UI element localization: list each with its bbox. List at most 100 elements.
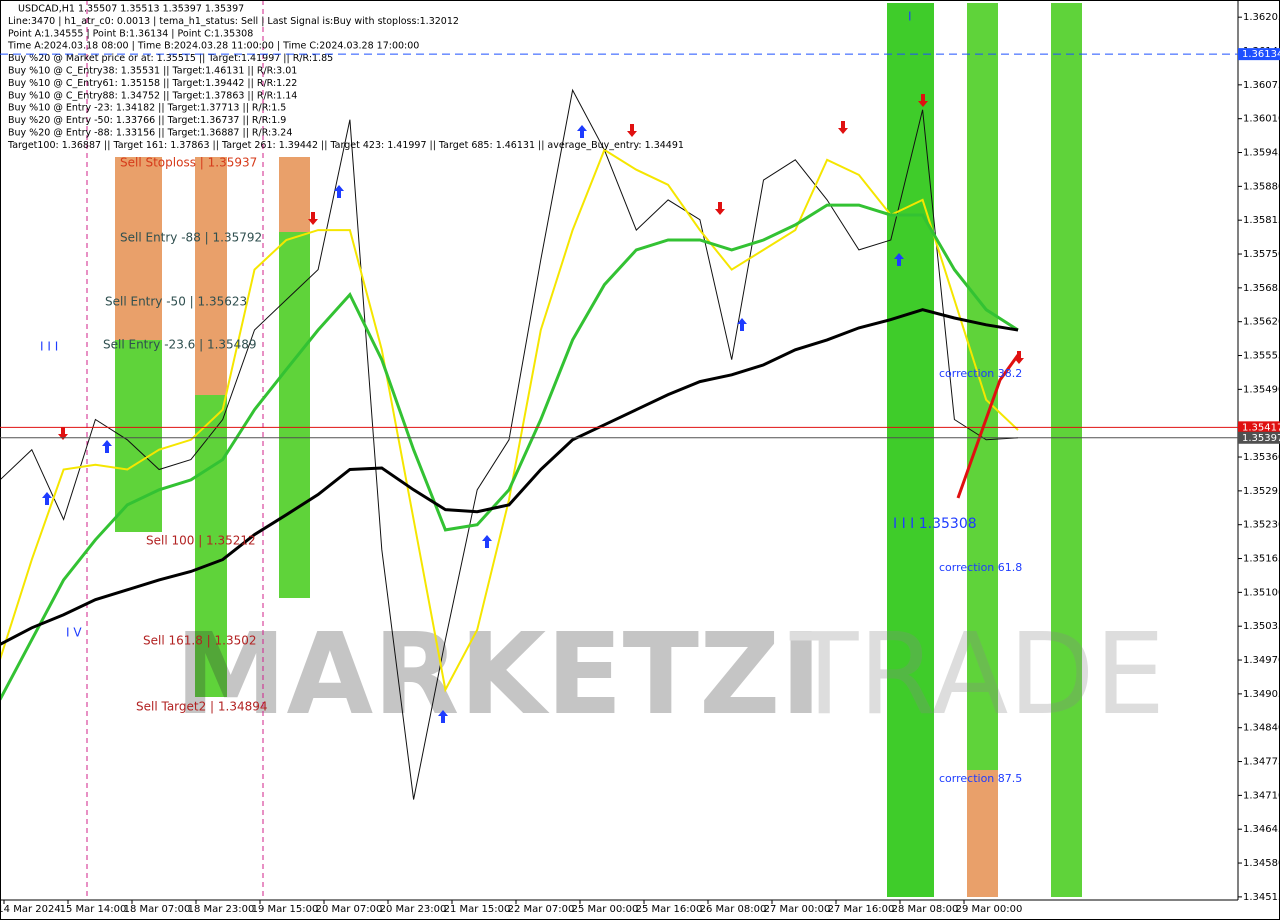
zones	[115, 3, 1082, 897]
price-tag	[1238, 48, 1280, 61]
zone	[1051, 3, 1082, 897]
x-tick-label: 19 Mar 15:00	[252, 904, 319, 915]
x-tick-label: 15 Mar 14:00	[60, 904, 127, 915]
y-tick-label: 1.34645	[1243, 824, 1280, 835]
x-tick-label: 20 Mar 07:00	[316, 904, 383, 915]
header-line: Line:3470 | h1_atr_c0: 0.0013 | tema_h1_…	[8, 16, 459, 27]
y-tick-label: 1.36010	[1243, 114, 1280, 125]
arrow	[737, 318, 747, 331]
lines	[0, 88, 1019, 800]
y-tick-label: 1.36075	[1243, 80, 1280, 91]
y-tick-label: 1.35620	[1243, 317, 1280, 328]
arrow	[42, 492, 52, 505]
annotation: Sell Target2 | 1.34894	[136, 700, 268, 714]
annotation: Sell Entry -23.6 | 1.35489	[103, 338, 257, 352]
zone	[279, 232, 310, 598]
y-tick-label: 1.35165	[1243, 554, 1280, 565]
arrow	[715, 202, 725, 215]
x-tick-label: 27 Mar 00:00	[764, 904, 831, 915]
buy-arrows	[42, 125, 904, 723]
watermark: MARKETZI TRADE	[175, 610, 1165, 740]
arrow	[438, 710, 448, 723]
y-tick-label: 1.34840	[1243, 723, 1280, 734]
annotation: Sell Entry -50 | 1.35623	[105, 295, 247, 309]
annotation: I V	[66, 626, 82, 640]
annotation: Sell Entry -88 | 1.35792	[120, 231, 262, 245]
x-tick-label: 18 Mar 07:00	[124, 904, 191, 915]
arrow	[838, 121, 848, 134]
header-info: USDCAD,H1 1.35507 1.35513 1.35397 1.3539…	[7, 4, 684, 151]
y-tick-label: 1.34775	[1243, 757, 1280, 768]
arrow	[308, 212, 318, 225]
arrow	[1014, 351, 1024, 364]
y-tick-label: 1.35360	[1243, 452, 1280, 463]
y-tick-label: 1.35945	[1243, 148, 1280, 159]
arrow	[334, 185, 344, 198]
x-tick-label: 27 Mar 16:00	[828, 904, 895, 915]
header-line: Target100: 1.36887 || Target 161: 1.3786…	[7, 140, 684, 151]
arrow	[58, 427, 68, 440]
arrow	[894, 253, 904, 266]
zone	[279, 157, 310, 232]
price-tag-label: 1.36134	[1242, 49, 1280, 60]
y-tick-label: 1.35490	[1243, 384, 1280, 395]
arrow	[577, 125, 587, 138]
y-tick-label: 1.35035	[1243, 621, 1280, 632]
annotation: Sell 161.8 | 1.3502	[143, 634, 257, 648]
watermark-text: MARKETZI	[175, 610, 822, 740]
y-tick-label: 1.34970	[1243, 655, 1280, 666]
y-tick-label: 1.35100	[1243, 587, 1280, 598]
series-line	[0, 148, 1019, 693]
annotation: I I I 1.35308	[893, 516, 977, 532]
x-tick-label: 25 Mar 00:00	[572, 904, 639, 915]
price-tag-label: 1.35397	[1242, 433, 1280, 444]
series-line	[0, 203, 1019, 701]
x-tick-label: 14 Mar 2024	[0, 904, 61, 915]
series-line	[0, 88, 1019, 800]
y-tick-label: 1.35880	[1243, 181, 1280, 192]
annotation: correction 61.8	[939, 561, 1022, 574]
x-tick-label: 22 Mar 07:00	[508, 904, 575, 915]
zone	[195, 395, 227, 697]
y-tick-label: 1.35230	[1243, 520, 1280, 531]
y-tick-label: 1.35685	[1243, 283, 1280, 294]
header-line: Time A:2024.03.18 08:00 | Time B:2024.03…	[7, 41, 419, 52]
y-tick-label: 1.34710	[1243, 790, 1280, 801]
annotation: Sell 100 | 1.35212	[146, 534, 256, 548]
price-tag	[1238, 421, 1280, 434]
annotation: correction 87.5	[939, 772, 1022, 785]
annotation: Sell Stoploss | 1.35937	[120, 156, 257, 170]
annotation: I I I	[40, 340, 58, 354]
header-line: Buy %10 @ C_Entry88: 1.34752 || Target:1…	[8, 90, 297, 101]
header-line: USDCAD,H1 1.35507 1.35513 1.35397 1.3539…	[18, 4, 244, 15]
y-tick-label: 1.35815	[1243, 215, 1280, 226]
price-tag	[1238, 431, 1280, 444]
watermark-text: TRADE	[789, 610, 1165, 740]
y-tick-label: 1.35750	[1243, 249, 1280, 260]
trend-line	[956, 354, 1020, 499]
arrow	[918, 94, 928, 107]
annotations: Sell Stoploss | 1.35937 Sell Entry -88 |…	[40, 10, 1022, 786]
annotation: I	[908, 10, 912, 24]
header-line: Buy %10 @ Entry -23: 1.34182 || Target:1…	[8, 103, 286, 114]
series-line	[0, 308, 1019, 646]
y-tick-label: 1.36205	[1243, 12, 1280, 23]
price-tag-label: 1.35417	[1242, 422, 1280, 433]
x-tick-label: 26 Mar 08:00	[700, 904, 767, 915]
y-tick-label: 1.35295	[1243, 486, 1280, 497]
header-line: Buy %10 @ C_Entry61: 1.35158 || Target:1…	[8, 78, 297, 89]
x-tick-label: 25 Mar 16:00	[636, 904, 703, 915]
y-tick-label: 1.35555	[1243, 351, 1280, 362]
x-tick-label: 20 Mar 23:00	[380, 904, 447, 915]
x-tick-label: 28 Mar 08:00	[892, 904, 959, 915]
y-tick-label: 1.34515	[1243, 892, 1280, 903]
header-line: Point A:1.34555 | Point B:1.36134 | Poin…	[8, 28, 253, 39]
y-tick-label: 1.34905	[1243, 689, 1280, 700]
zone	[887, 3, 934, 897]
x-tick-label: 18 Mar 23:00	[188, 904, 255, 915]
arrow	[482, 535, 492, 548]
zone	[195, 157, 227, 395]
zone	[967, 770, 998, 897]
header-line: Buy %10 @ C_Entry38: 1.35531 || Target:1…	[8, 66, 297, 77]
